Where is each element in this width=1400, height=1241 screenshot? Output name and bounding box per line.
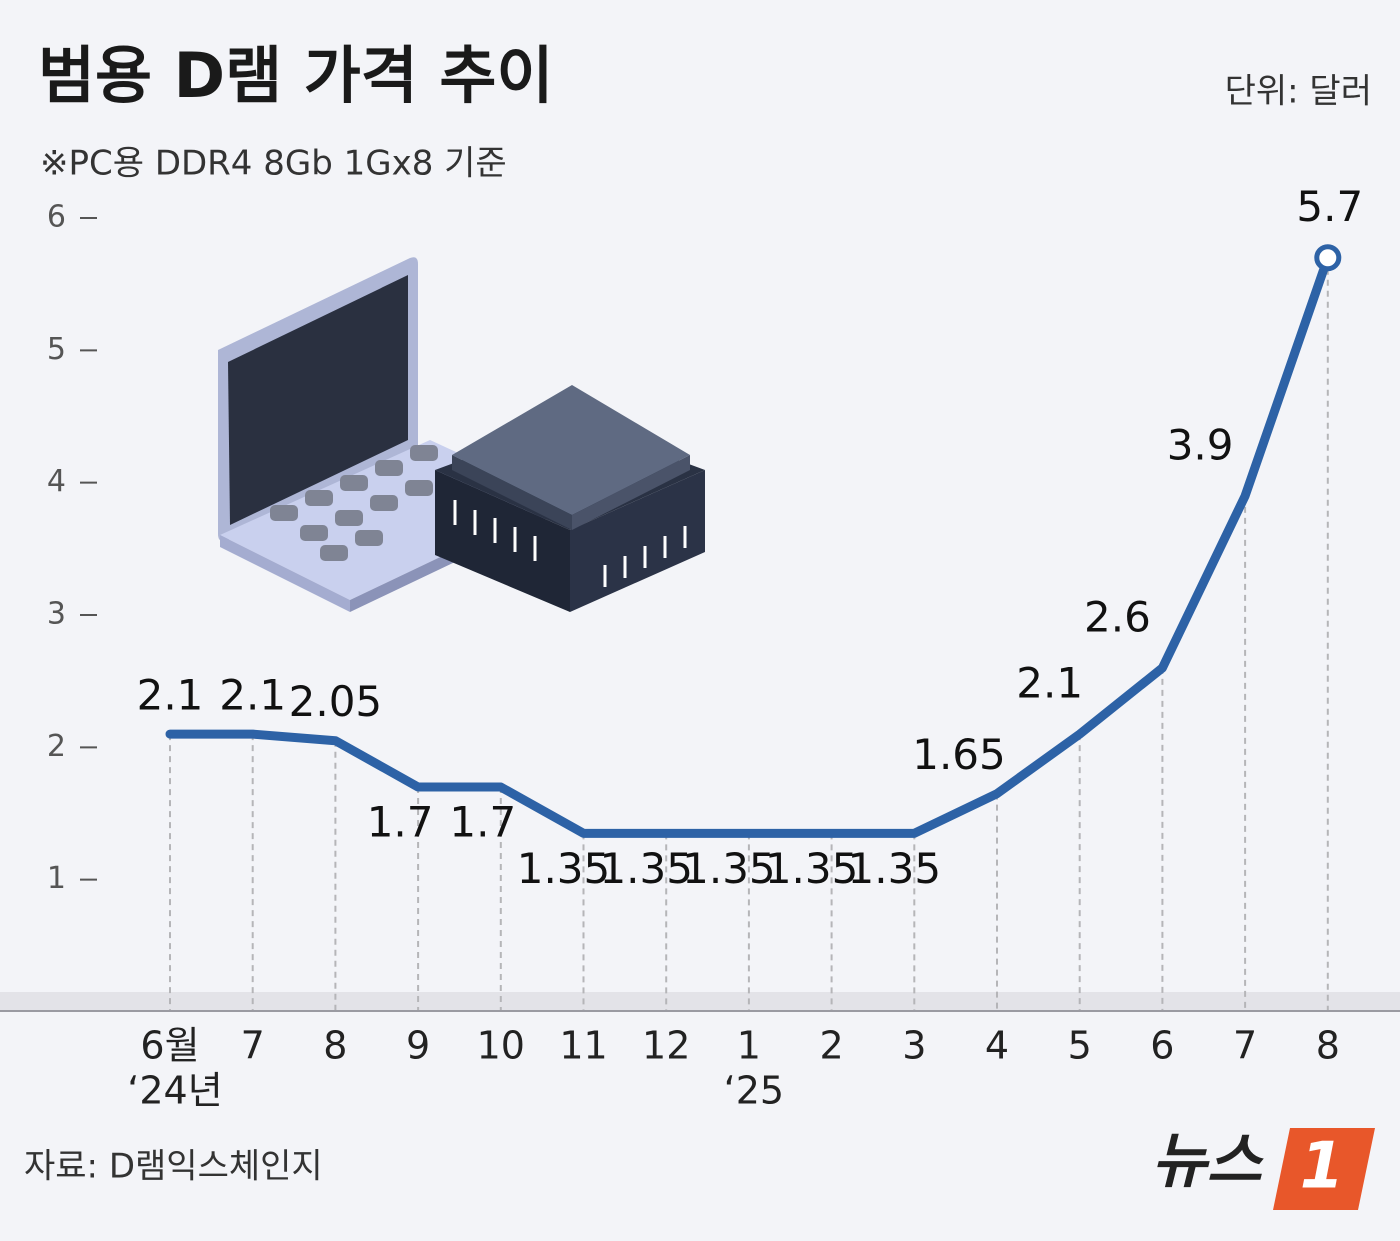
value-label: 2.6: [1084, 592, 1151, 641]
baseline-band: [0, 992, 1400, 1010]
x-tick-label: 10: [477, 1024, 525, 1068]
x-tick-label: 3: [902, 1024, 926, 1068]
x-tick-label: 8: [1316, 1024, 1340, 1068]
illustration: [218, 257, 705, 612]
x-tick-label: 6: [1150, 1024, 1174, 1068]
x-tick-label: 12: [642, 1024, 690, 1068]
value-label: 2.1: [219, 671, 286, 720]
x-tick-label: 7: [1233, 1024, 1257, 1068]
y-tick-label: 4: [47, 464, 66, 499]
x-sublabel: ‘24년: [127, 1069, 222, 1113]
y-tick-label: 3: [47, 597, 66, 632]
x-tick-label: 6월: [140, 1024, 199, 1068]
value-label: 1.35: [848, 844, 942, 893]
value-label: 2.05: [289, 677, 383, 726]
y-tick-label: 5: [47, 332, 66, 367]
logo-badge: 1: [1300, 1130, 1345, 1204]
y-tick-label: 6: [47, 200, 66, 235]
end-marker: [1314, 244, 1342, 272]
x-tick-label: 8: [323, 1024, 347, 1068]
logo-text: 뉴스: [1152, 1127, 1265, 1197]
line: [165, 253, 1333, 838]
x-tick-label: 9: [406, 1024, 430, 1068]
chart-subtitle: ※PC용 DDR4 8Gb 1Gx8 기준: [40, 144, 507, 184]
value-label: 1.35: [765, 844, 859, 893]
x-tick-label: 2: [820, 1024, 844, 1068]
value-label: 2.1: [137, 671, 204, 720]
x-tick-label: 5: [1068, 1024, 1092, 1068]
value-label: 1.35: [682, 844, 776, 893]
x-tick-label: 1: [737, 1024, 761, 1068]
value-label: 1.7: [367, 798, 434, 847]
value-label: 2.1: [1016, 659, 1083, 708]
x-tick-label: 4: [985, 1024, 1009, 1068]
value-label: 1.7: [449, 798, 516, 847]
value-label: 1.35: [599, 844, 693, 893]
y-tick-label: 2: [47, 729, 66, 764]
y-tick-label: 1: [47, 861, 66, 896]
value-label: 1.65: [912, 730, 1006, 779]
x-tick-label: 7: [241, 1024, 265, 1068]
value-label: 1.35: [517, 844, 611, 893]
value-label: 5.7: [1296, 182, 1363, 231]
logo: 뉴스 1: [1152, 1127, 1375, 1210]
chart-title: 범용 D램 가격 추이: [38, 39, 554, 112]
value-label: 3.9: [1167, 420, 1234, 469]
logo-badge-bg: [1273, 1128, 1375, 1210]
source-label: 자료: D램익스체인지: [24, 1147, 323, 1187]
x-tick-label: 11: [559, 1024, 607, 1068]
x-sublabel: ‘25: [724, 1069, 784, 1113]
unit-label: 단위: 달러: [1225, 72, 1372, 112]
